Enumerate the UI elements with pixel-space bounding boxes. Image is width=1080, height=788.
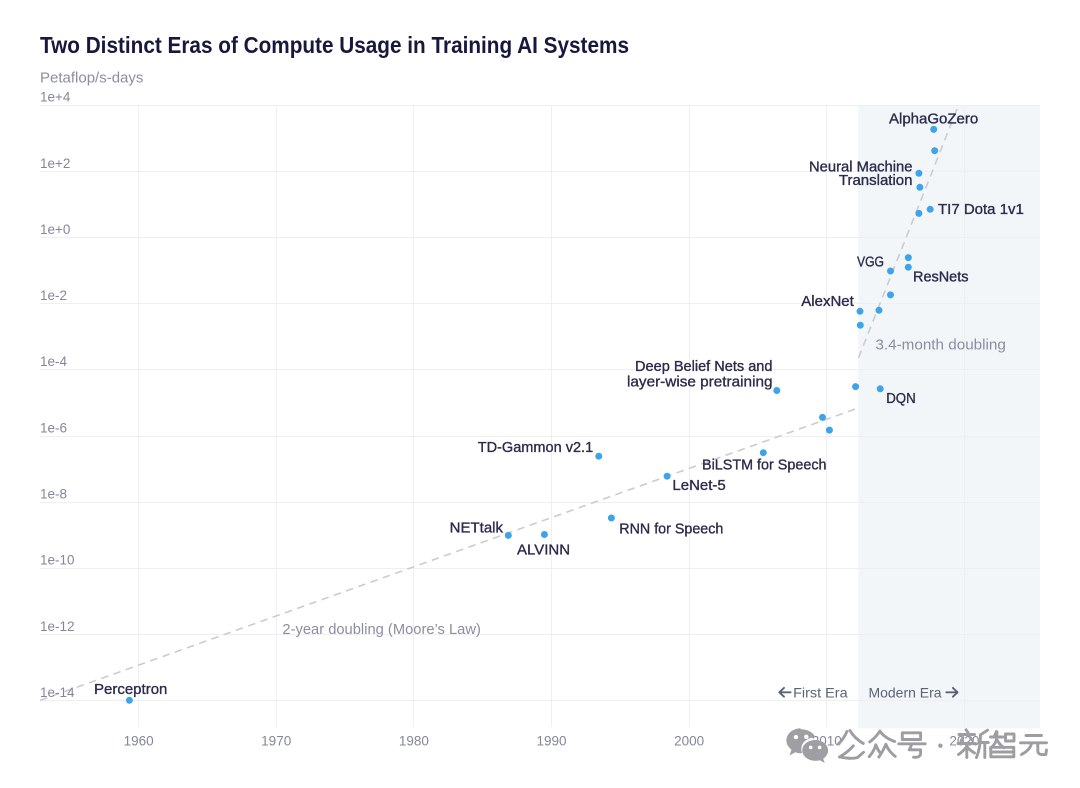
svg-text:1e+2: 1e+2	[40, 156, 70, 171]
svg-text:1e-4: 1e-4	[40, 354, 68, 369]
svg-text:AlexNet: AlexNet	[801, 293, 854, 310]
svg-text:RNN for Speech: RNN for Speech	[619, 521, 723, 538]
svg-text:AlphaGoZero: AlphaGoZero	[889, 110, 978, 127]
svg-text:Modern Era: Modern Era	[869, 684, 942, 700]
svg-text:Neural Machine: Neural Machine	[809, 158, 913, 175]
svg-text:Deep Belief Nets and: Deep Belief Nets and	[635, 358, 773, 375]
svg-text:1980: 1980	[399, 733, 429, 748]
svg-text:1970: 1970	[261, 733, 291, 748]
svg-text:LeNet-5: LeNet-5	[672, 477, 725, 494]
svg-text:TI7 Dota 1v1: TI7 Dota 1v1	[938, 201, 1024, 218]
svg-text:1e+4: 1e+4	[40, 90, 71, 105]
svg-text:ALVINN: ALVINN	[517, 541, 570, 558]
svg-text:First Era: First Era	[793, 684, 848, 700]
svg-text:Perceptron: Perceptron	[94, 681, 167, 698]
svg-text:VGG: VGG	[857, 253, 884, 270]
svg-text:3.4-month doubling: 3.4-month doubling	[875, 336, 1006, 353]
svg-text:2000: 2000	[674, 733, 704, 748]
svg-text:2-year doubling (Moore’s Law): 2-year doubling (Moore’s Law)	[282, 621, 481, 638]
svg-text:1990: 1990	[536, 733, 566, 748]
svg-text:NETtalk: NETtalk	[450, 520, 504, 537]
svg-text:BiLSTM for Speech: BiLSTM for Speech	[702, 456, 827, 473]
svg-text:Two Distinct Eras of Compute U: Two Distinct Eras of Compute Usage in Tr…	[40, 32, 629, 58]
svg-text:1e-2: 1e-2	[40, 288, 67, 303]
svg-text:1e-12: 1e-12	[40, 619, 75, 634]
svg-text:Petaflop/s-days: Petaflop/s-days	[40, 70, 143, 87]
svg-text:layer-wise pretraining: layer-wise pretraining	[627, 373, 773, 390]
svg-text:1960: 1960	[124, 733, 154, 748]
svg-text:DQN: DQN	[886, 390, 916, 407]
svg-text:1e-14: 1e-14	[40, 685, 75, 700]
svg-text:1e+0: 1e+0	[40, 222, 70, 237]
svg-text:TD-Gammon v2.1: TD-Gammon v2.1	[478, 439, 594, 456]
svg-text:1e-10: 1e-10	[40, 553, 75, 568]
svg-text:1e-8: 1e-8	[40, 487, 67, 502]
svg-text:Translation: Translation	[839, 172, 913, 189]
svg-text:1e-6: 1e-6	[40, 420, 67, 435]
svg-text:ResNets: ResNets	[913, 268, 969, 285]
